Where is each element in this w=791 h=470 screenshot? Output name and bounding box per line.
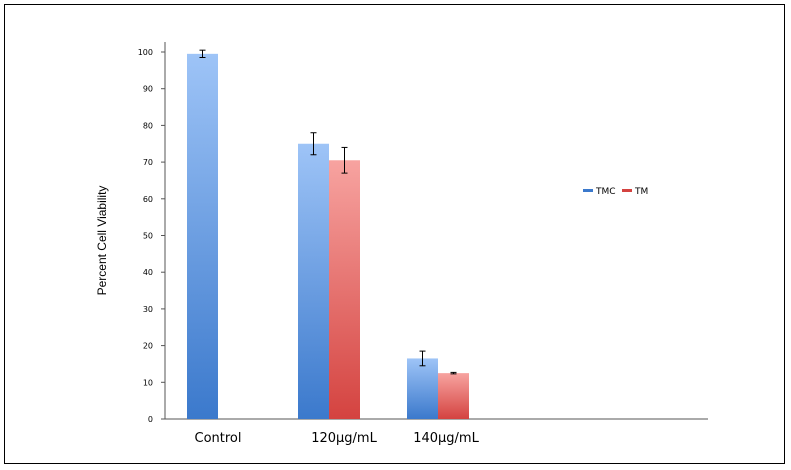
y-tick-label: 60 xyxy=(143,195,153,204)
y-tick-label: 80 xyxy=(143,121,153,130)
y-tick-label: 0 xyxy=(148,415,153,424)
bar-TMC-2 xyxy=(407,358,438,419)
chart-frame xyxy=(4,4,785,464)
bar-TMC-0 xyxy=(187,53,218,420)
legend-swatch-TM xyxy=(622,189,632,192)
legend-label: TMC xyxy=(595,187,616,197)
category-label: 120µg/mL xyxy=(311,431,377,446)
bar-TM-1 xyxy=(329,160,360,419)
y-tick-label: 70 xyxy=(143,158,153,167)
y-tick-label: 30 xyxy=(143,305,153,314)
bar-TM-2 xyxy=(438,373,469,419)
category-label: Control xyxy=(195,431,242,446)
legend: TMC TM xyxy=(583,187,648,197)
error-bars xyxy=(199,49,457,375)
bars xyxy=(187,53,469,420)
y-tick-label: 50 xyxy=(143,232,153,241)
legend-label: TM xyxy=(634,187,648,197)
y-tick-label: 40 xyxy=(143,268,153,277)
category-labels: Control 120µg/mL 140µg/mL xyxy=(195,431,480,446)
legend-swatch-TMC xyxy=(583,189,593,192)
y-tick-label: 20 xyxy=(143,342,153,351)
y-axis-label: Percent Cell Viability xyxy=(95,186,109,296)
y-tick-label: 10 xyxy=(143,378,153,387)
category-label: 140µg/mL xyxy=(413,431,479,446)
y-tick-label: 100 xyxy=(138,48,153,57)
y-tick-labels: 0 10 20 30 40 50 60 70 80 90 100 xyxy=(138,48,165,424)
bar-TMC-1 xyxy=(298,143,329,419)
y-tick-label: 90 xyxy=(143,85,153,94)
